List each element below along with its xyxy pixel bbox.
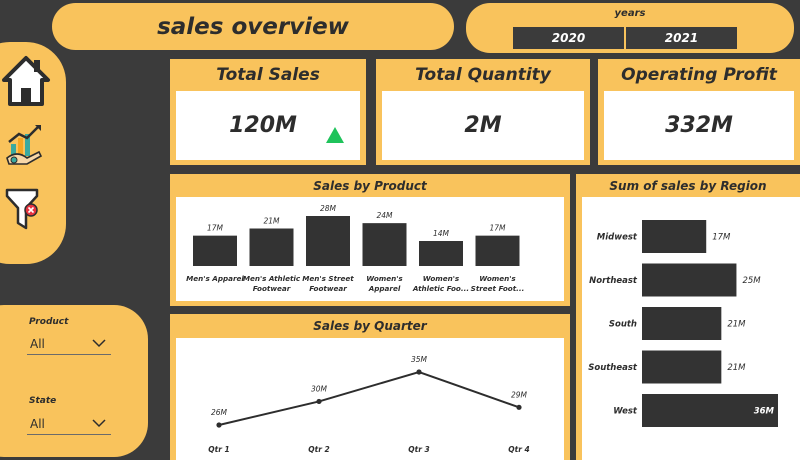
tick-label: Women's [366, 274, 403, 283]
kpi-body: 2M [382, 91, 584, 160]
kpi-value: 332M [665, 113, 733, 138]
kpi-title: Operating Profit [621, 65, 777, 85]
tick-label: Qtr 4 [508, 445, 530, 454]
product-dropdown[interactable]: All [27, 333, 111, 355]
data-point [516, 404, 522, 410]
kpi-title: Total Quantity [415, 65, 551, 85]
bar [642, 220, 707, 253]
data-label: 25M [742, 276, 761, 286]
data-label: 28M [320, 204, 337, 213]
data-label: 35M [411, 355, 428, 364]
filters-panel: Product All State All [0, 305, 148, 457]
kpi-value: 120M [229, 113, 297, 138]
bar [642, 263, 737, 297]
years-slicer: years 2020 2021 [466, 3, 794, 53]
data-label: 17M [207, 224, 224, 233]
kpi-body: 332M [604, 91, 794, 160]
state-dropdown-value: All [30, 417, 45, 431]
kpi-operating-profit: Operating Profit 332M [598, 59, 800, 165]
sales-by-quarter-panel: Sales by Quarter 26M Qtr 1 30M Qtr 2 35M Qtr … [170, 314, 570, 460]
tick-label: West [613, 407, 638, 417]
kpi-value: 2M [464, 113, 502, 138]
data-label: 14M [433, 229, 450, 238]
data-point [216, 422, 222, 428]
chevron-down-icon [92, 419, 106, 428]
data-label: 21M [727, 363, 746, 373]
product-dropdown-value: All [30, 337, 45, 351]
title-bar: sales overview [52, 3, 454, 50]
kpi-total-sales: Total Sales 120M [170, 59, 366, 165]
tick-label: Women's [479, 274, 516, 283]
tick-label: Men's Athletic [243, 274, 301, 283]
kpi-total-quantity: Total Quantity 2M [376, 59, 590, 165]
sales-by-quarter-chart: 26M Qtr 1 30M Qtr 2 35M Qtr 3 29M Qtr 4 [208, 355, 530, 454]
data-label: 30M [311, 384, 328, 393]
bar [306, 216, 350, 266]
data-label: 36M [754, 407, 775, 417]
filter-clear-icon[interactable] [5, 186, 39, 232]
kpi-body: 120M [176, 91, 360, 160]
state-filter-label: State [29, 396, 57, 406]
home-icon[interactable] [0, 52, 52, 108]
tick-label: Athletic Foo... [412, 284, 469, 293]
bar [642, 350, 722, 384]
tick-label: Street Foot... [471, 284, 525, 293]
chart-body: 26M Qtr 1 30M Qtr 2 35M Qtr 3 29M Qtr 4 [176, 338, 564, 460]
chart-body: Midwest 17M Northeast 25M South 21M Southeast 2… [582, 197, 800, 460]
kpi-title: Total Sales [216, 65, 320, 85]
tick-label: Qtr 2 [308, 445, 330, 454]
data-label: 26M [211, 408, 228, 417]
tick-label: Men's Apparel [186, 274, 244, 283]
tick-label: Footwear [253, 284, 291, 293]
year-2021-button[interactable]: 2021 [626, 27, 737, 49]
data-label: 17M [489, 224, 506, 233]
product-filter-label: Product [29, 317, 69, 327]
tick-label: Women's [423, 274, 460, 283]
chart-body: 17M Men's Apparel 21M Men's Athletic Footwea… [176, 197, 564, 301]
sales-by-region-panel: Sum of sales by Region Midwest 17M Northea… [576, 174, 800, 460]
years-slicer-label: years [614, 8, 646, 19]
trend-up-icon [326, 127, 344, 143]
tick-label: Men's Street [302, 274, 354, 283]
series-line [218, 370, 520, 426]
tick-label: Qtr 1 [208, 445, 230, 454]
bar [193, 235, 237, 266]
tick-label: Southeast [588, 363, 638, 373]
tick-label: Midwest [597, 233, 638, 243]
data-label: 24M [376, 211, 393, 220]
tick-label: Apparel [368, 284, 401, 293]
bar [475, 235, 520, 266]
data-label: 29M [511, 390, 528, 399]
growth-icon[interactable] [5, 122, 45, 166]
bar [362, 223, 407, 266]
nav-panel [0, 42, 66, 264]
state-dropdown[interactable]: All [27, 413, 111, 435]
tick-label: Qtr 3 [408, 445, 430, 454]
tick-label: Footwear [309, 284, 347, 293]
page-title: sales overview [157, 14, 349, 40]
tick-label: South [609, 320, 637, 330]
data-point [416, 369, 422, 375]
data-point [316, 398, 322, 405]
data-label: 21M [263, 217, 280, 226]
bar [642, 307, 722, 340]
chevron-down-icon [92, 339, 106, 348]
sales-by-product-panel: Sales by Product 17M Men's Apparel 21M Men'… [170, 174, 570, 306]
chart-title: Sales by Product [313, 179, 427, 193]
data-label: 21M [727, 320, 746, 330]
chart-title: Sales by Quarter [313, 319, 427, 333]
bar [249, 228, 294, 266]
chart-title: Sum of sales by Region [609, 179, 767, 193]
bar [642, 394, 778, 427]
bar [419, 241, 463, 266]
data-label: 17M [712, 233, 731, 243]
year-2020-button[interactable]: 2020 [513, 27, 624, 49]
tick-label: Northeast [589, 276, 638, 286]
sales-by-region-chart: Midwest 17M Northeast 25M South 21M Southeast 2… [588, 220, 778, 427]
